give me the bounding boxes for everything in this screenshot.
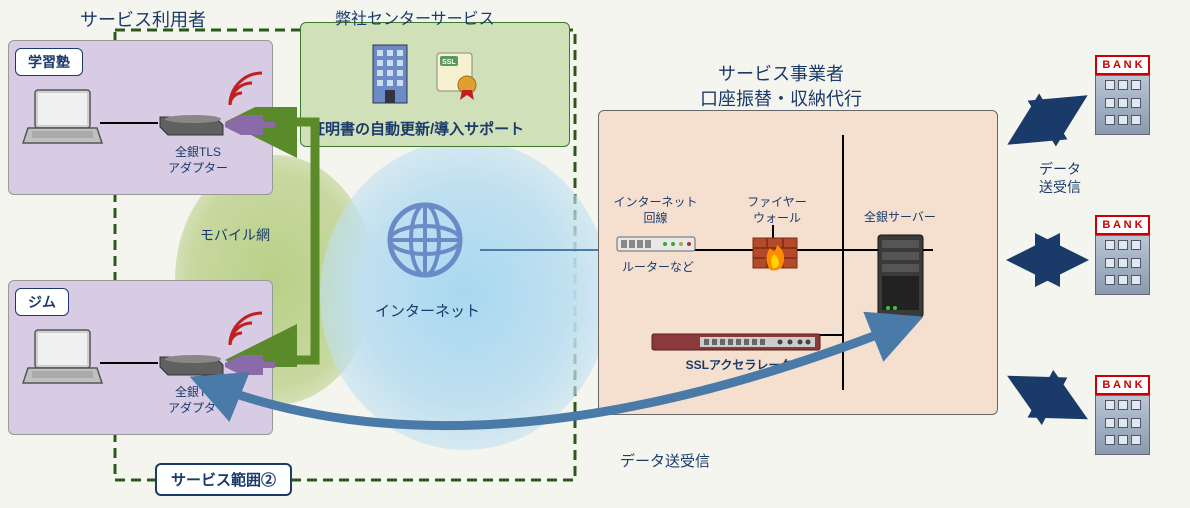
user-tag-1: 学習塾 — [15, 48, 83, 76]
adapter-label-2: 全銀TLSアダプター — [158, 385, 238, 416]
mobile-label: モバイル網 — [200, 225, 270, 245]
provider-title-2: 口座振替・収納代行 — [700, 85, 862, 111]
center-text: 証明書の自動更新/導入サポート — [310, 118, 524, 139]
server-label: 全銀サーバー — [860, 210, 940, 226]
service-scope-tag: サービス範囲② — [155, 463, 292, 496]
center-title: 弊社センターサービス — [335, 5, 495, 29]
ssl-accelerator-label: SSLアクセラレーター — [680, 358, 810, 374]
bank-building-1: B A N K — [1095, 55, 1150, 135]
bank-building-3: B A N K — [1095, 375, 1150, 455]
provider-bank-arrows — [1000, 0, 1095, 470]
router-label: インターネット回線 — [608, 195, 703, 226]
users-title: サービス利用者 — [80, 6, 206, 32]
internet-blob — [320, 140, 610, 450]
user-tag-2: ジム — [15, 288, 69, 316]
data-txrx-label: データ送受信 — [620, 450, 710, 471]
bank-building-2: B A N K — [1095, 215, 1150, 295]
internet-label: インターネット — [375, 300, 480, 321]
adapter-label-1: 全銀TLSアダプター — [158, 145, 238, 176]
data-txrx-vertical: データ送受信 — [1030, 160, 1090, 196]
firewall-label: ファイヤーウォール — [737, 195, 817, 226]
router-sublabel: ルーターなど — [618, 260, 698, 276]
provider-title-1: サービス事業者 — [718, 60, 844, 86]
